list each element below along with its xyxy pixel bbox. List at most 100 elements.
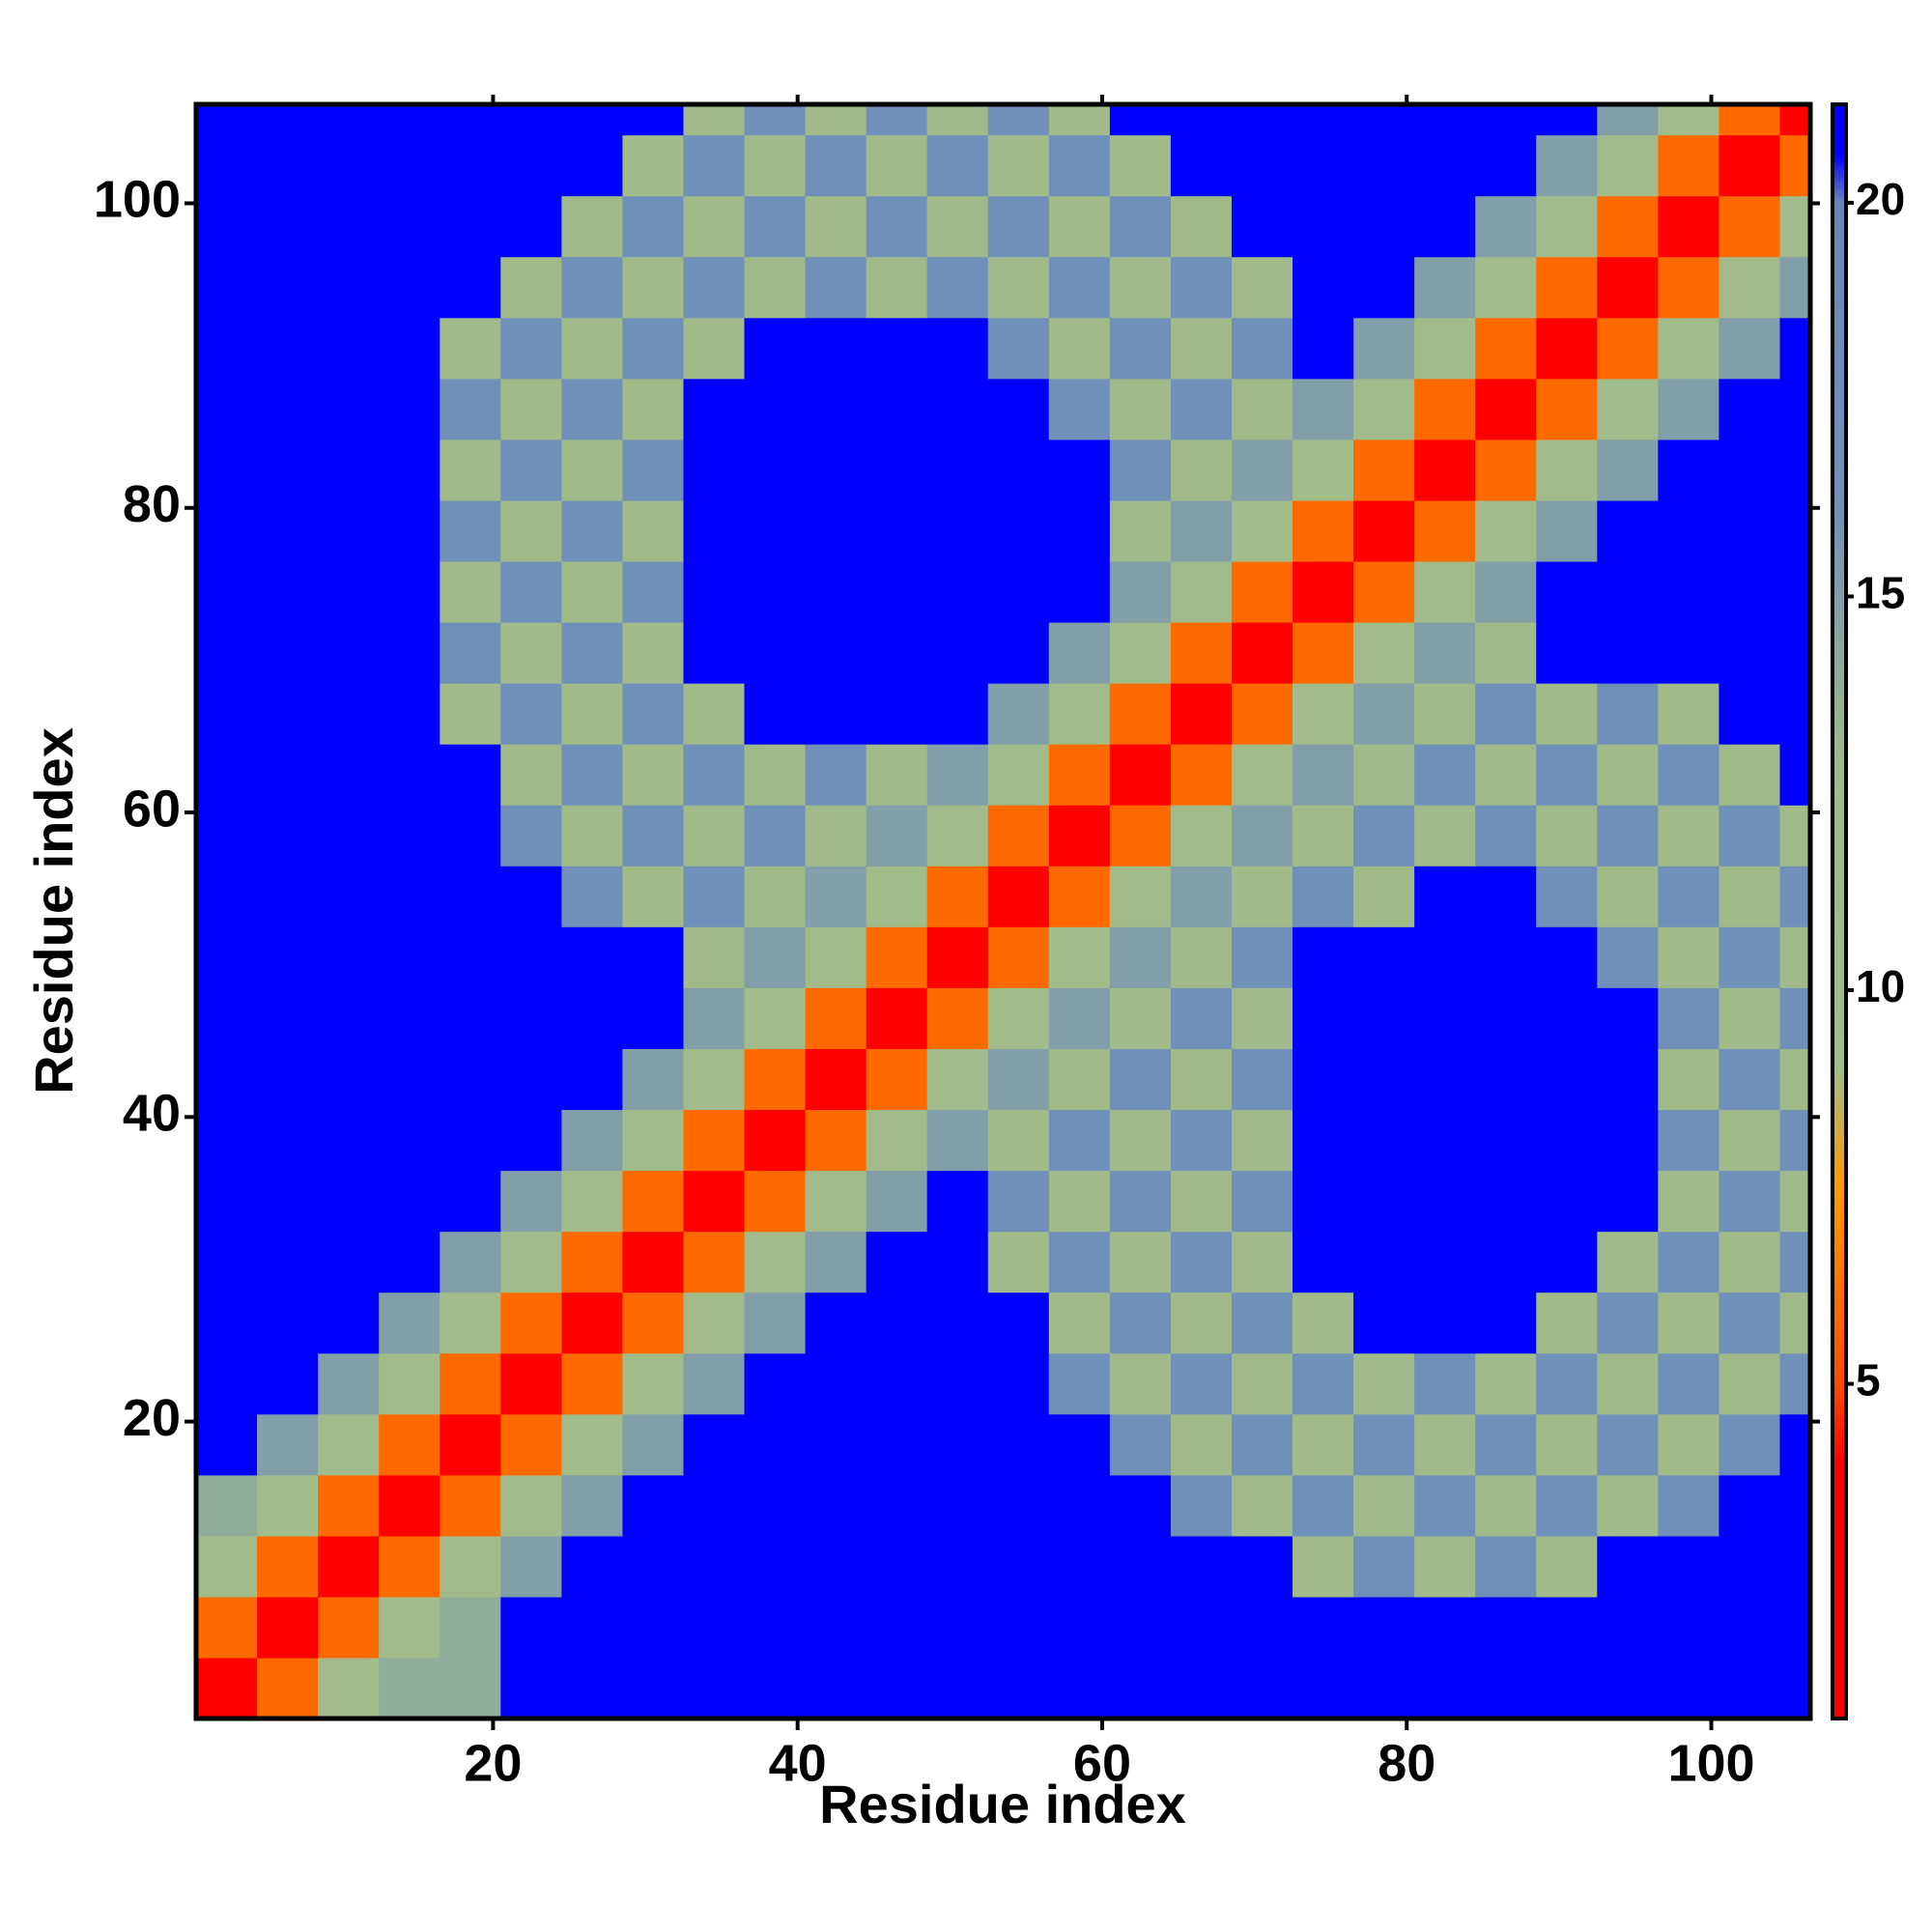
heatmap-cell [1658, 1231, 1720, 1293]
heatmap-cell [805, 805, 867, 867]
heatmap-cell [196, 560, 258, 623]
heatmap-cell [318, 1413, 380, 1476]
heatmap-cell [622, 256, 685, 319]
heatmap-cell [987, 378, 1050, 440]
y-tick-label: 40 [123, 1085, 181, 1143]
heatmap-cell [1170, 1352, 1233, 1415]
heatmap-cell [1109, 1596, 1172, 1659]
heatmap-cell [1293, 134, 1354, 197]
heatmap-cell [561, 134, 623, 197]
heatmap-cell [1231, 195, 1293, 258]
heatmap-cell [257, 439, 319, 501]
heatmap-cell [440, 1352, 501, 1415]
heatmap-cell [379, 1231, 440, 1293]
heatmap-cell [622, 1413, 685, 1476]
heatmap-cell [1719, 1048, 1781, 1111]
heatmap-cell [1048, 1596, 1111, 1659]
heatmap-cell [1597, 926, 1659, 988]
axes: 20 40 60 80 100 20 40 60 80 100 [94, 95, 1820, 1792]
heatmap-cell [561, 866, 623, 927]
heatmap-cell [500, 134, 562, 197]
heatmap-cell [257, 621, 319, 684]
heatmap-cell [1293, 195, 1354, 258]
heatmap-cell [318, 378, 380, 440]
heatmap-cell [561, 104, 623, 136]
heatmap-cell [500, 805, 562, 867]
heatmap-cell [1109, 104, 1172, 136]
heatmap-cell [318, 1109, 380, 1172]
heatmap-cell [1414, 1170, 1476, 1233]
heatmap-cells [196, 104, 1811, 1719]
heatmap-cell [318, 987, 380, 1049]
heatmap-cell [1414, 1657, 1476, 1719]
heatmap-cell [1048, 499, 1111, 562]
heatmap-cell [1719, 1413, 1781, 1476]
heatmap-cell [318, 560, 380, 623]
heatmap-cell [318, 134, 380, 197]
heatmap-cell [987, 1231, 1050, 1293]
heatmap-cell [622, 1657, 685, 1719]
x-axis-title: Residue index [819, 1774, 1186, 1834]
heatmap-cell [1597, 195, 1659, 258]
heatmap-cell [866, 104, 928, 136]
heatmap-cell [1109, 378, 1172, 440]
heatmap-cell [1048, 378, 1111, 440]
heatmap-cell [1048, 1292, 1111, 1354]
heatmap-cell [1536, 1292, 1598, 1354]
heatmap-cell [1048, 256, 1111, 319]
heatmap-cell [379, 256, 440, 319]
heatmap-cell [1475, 1170, 1537, 1233]
heatmap-cell [926, 1657, 989, 1719]
heatmap-cell [1170, 1535, 1233, 1598]
heatmap-cell [1719, 621, 1781, 684]
heatmap-cell [1353, 744, 1415, 806]
heatmap-cell [257, 866, 319, 927]
heatmap-cell [1293, 805, 1354, 867]
heatmap-cell [1293, 1170, 1354, 1233]
heatmap-cell [196, 866, 258, 927]
heatmap-cell [926, 1535, 989, 1598]
heatmap-cell [683, 1109, 746, 1172]
heatmap-cell [257, 560, 319, 623]
heatmap-cell [1719, 1231, 1781, 1293]
colorbar-tick-label: 5 [1856, 1355, 1881, 1406]
heatmap-cell [1048, 621, 1111, 684]
heatmap-cell [1109, 805, 1172, 867]
heatmap-cell [440, 621, 501, 684]
heatmap-cell [500, 866, 562, 927]
heatmap-cell [805, 256, 867, 319]
heatmap-cell [1658, 683, 1720, 745]
heatmap-cell [926, 560, 989, 623]
heatmap-cell [866, 1535, 928, 1598]
heatmap-cell [1353, 1231, 1415, 1293]
heatmap-cell [1170, 104, 1233, 136]
heatmap-cell [744, 1657, 807, 1719]
heatmap-cell [500, 1292, 562, 1354]
heatmap-cell [744, 317, 807, 380]
heatmap-cell [1536, 499, 1598, 562]
heatmap-cell [1719, 744, 1781, 806]
heatmap-cell [1231, 1657, 1293, 1719]
heatmap-cell [1353, 1657, 1415, 1719]
heatmap-cell [318, 317, 380, 380]
heatmap-cell [1475, 317, 1537, 380]
x-tick-label: 60 [1073, 1734, 1131, 1792]
heatmap-cell [1293, 866, 1354, 927]
heatmap-cell [744, 378, 807, 440]
heatmap-cell [987, 439, 1050, 501]
heatmap-cell [318, 104, 380, 136]
heatmap-cell [1475, 1231, 1537, 1293]
heatmap-cell [379, 1170, 440, 1233]
heatmap-cell [1779, 378, 1811, 440]
heatmap-cell [1779, 866, 1811, 927]
heatmap-cell [744, 560, 807, 623]
heatmap-cell [1170, 621, 1233, 684]
heatmap-cell [1170, 256, 1233, 319]
heatmap-cell [1353, 987, 1415, 1049]
heatmap-cell [926, 805, 989, 867]
heatmap-cell [1414, 744, 1476, 806]
heatmap-cell [744, 195, 807, 258]
heatmap-cell [1109, 1535, 1172, 1598]
heatmap-cell [987, 805, 1050, 867]
heatmap-cell [561, 926, 623, 988]
